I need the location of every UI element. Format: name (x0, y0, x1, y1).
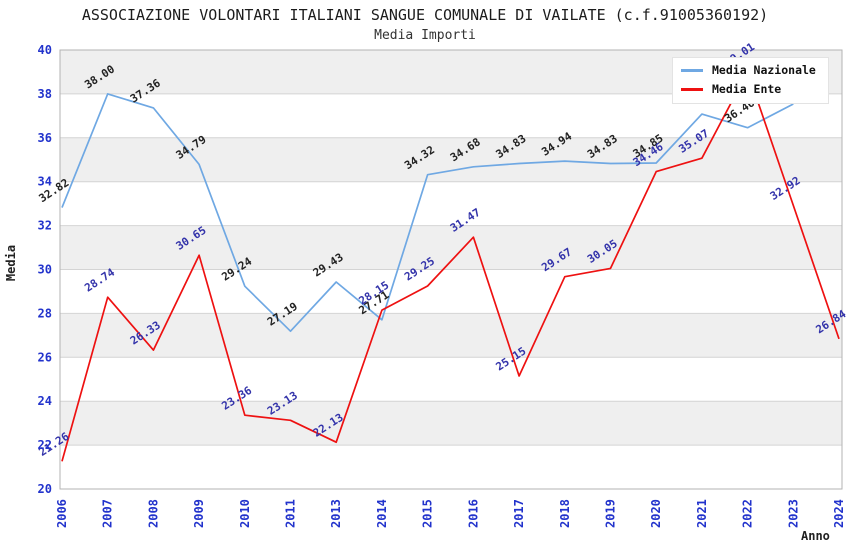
chart-title: ASSOCIAZIONE VOLONTARI ITALIANI SANGUE C… (81, 6, 769, 24)
x-tick-label: 2013 (329, 499, 343, 528)
x-tick-label: 2018 (558, 499, 572, 528)
x-tick-label: 2009 (192, 499, 206, 528)
x-tick-label: 2022 (741, 499, 755, 528)
x-tick-label: 2007 (101, 499, 115, 528)
plot-band (60, 269, 842, 314)
series-line-media-ente (61, 70, 840, 462)
legend-item-media-nazionale: Media Nazionale (681, 63, 816, 77)
plot-band (60, 357, 842, 402)
plot-border (59, 49, 843, 490)
media-nazionale-line-swatch (681, 68, 703, 72)
y-tick-label: 36 (38, 131, 52, 145)
x-tick-label: 2015 (421, 499, 435, 528)
x-tick-label: 2024 (832, 499, 846, 528)
chart-subtitle: Media Importi (374, 28, 476, 43)
x-tick-label: 2006 (55, 499, 69, 528)
x-tick-label: 2011 (284, 499, 298, 528)
legend-item-media-ente: Media Ente (681, 82, 816, 96)
y-tick-label: 24 (38, 394, 52, 408)
plot-band (60, 137, 842, 182)
x-axis-title: Anno (801, 529, 830, 543)
y-tick-label: 32 (38, 219, 52, 233)
legend: Media Nazionale Media Ente (672, 57, 829, 104)
y-tick-label: 38 (38, 87, 52, 101)
y-tick-label: 28 (38, 306, 52, 320)
plot-band (60, 401, 842, 446)
media-ente-line-swatch (681, 87, 703, 91)
y-tick-label: 20 (38, 482, 52, 496)
x-tick-label: 2020 (649, 499, 663, 528)
y-tick-label: 34 (38, 175, 52, 189)
y-tick-label: 30 (38, 263, 52, 277)
series-line-media-nazionale (61, 93, 794, 333)
x-tick-label: 2021 (695, 499, 709, 528)
x-tick-label: 2017 (512, 499, 526, 528)
x-tick-label: 2016 (466, 499, 480, 528)
x-tick-label: 2019 (603, 499, 617, 528)
plot-band (60, 181, 842, 226)
y-tick-label: 22 (38, 438, 52, 452)
y-axis-title: Media (4, 244, 18, 282)
legend-label: Media Ente (712, 82, 782, 96)
plot-band (60, 445, 842, 489)
y-tick-label: 40 (38, 43, 52, 57)
plot-band (60, 313, 842, 358)
x-tick-label: 2023 (786, 499, 800, 528)
x-tick-label: 2014 (375, 499, 389, 528)
y-tick-label: 26 (38, 350, 52, 364)
legend-label: Media Nazionale (712, 63, 816, 77)
x-tick-label: 2010 (238, 499, 252, 528)
x-tick-label: 2008 (146, 499, 160, 528)
